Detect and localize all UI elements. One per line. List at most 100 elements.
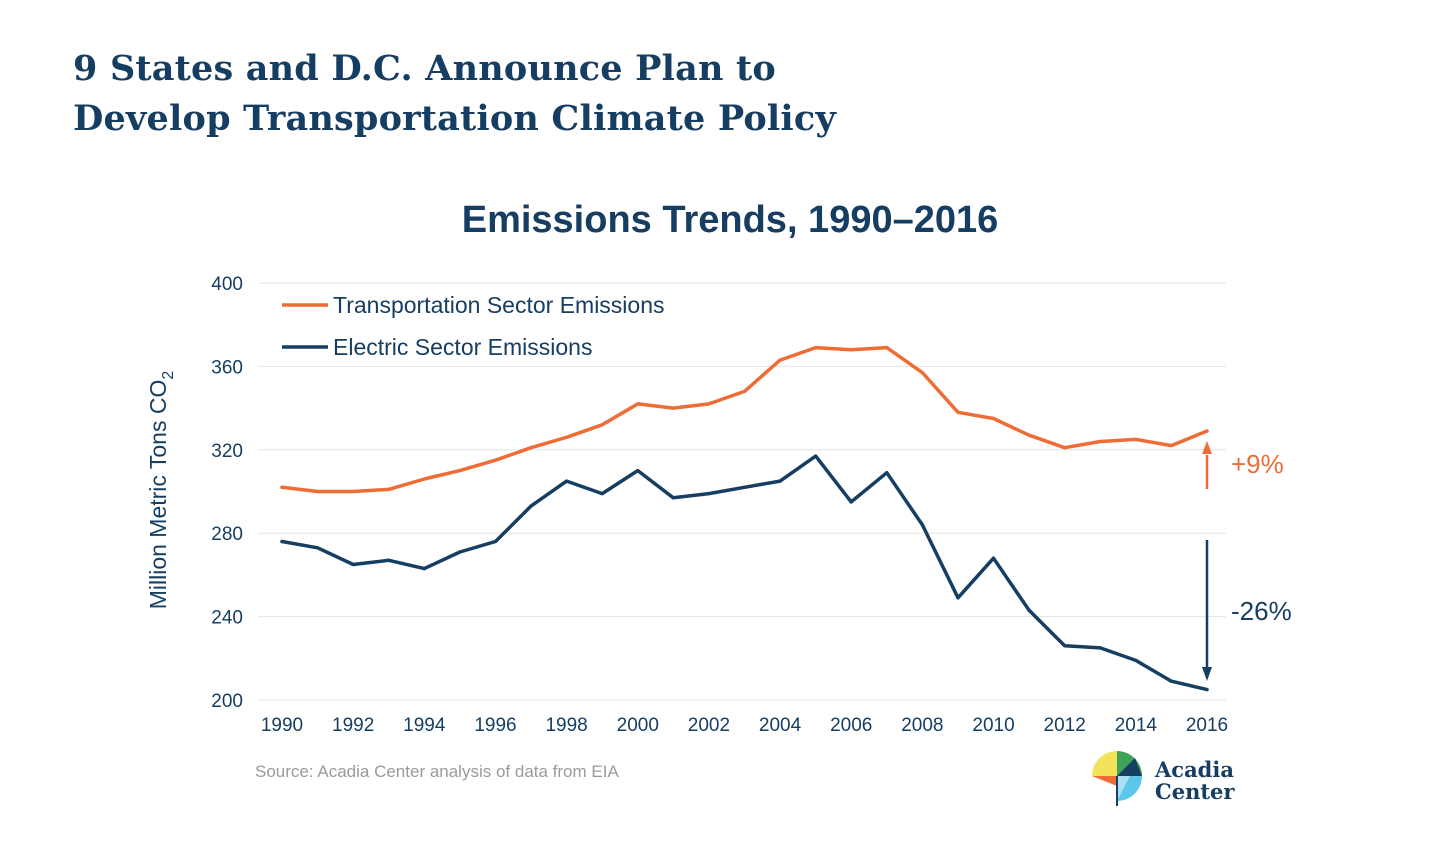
series-line-transportation [280, 345, 1209, 494]
data-point [315, 489, 320, 494]
data-point [1063, 446, 1067, 450]
gridlines [258, 282, 1226, 701]
data-point [956, 410, 960, 414]
data-point [1098, 439, 1102, 444]
x-tick-label: 1994 [403, 715, 446, 736]
data-point [1027, 608, 1031, 612]
x-tick-label: 2008 [901, 715, 943, 736]
series-lines [280, 345, 1209, 692]
data-point [1134, 437, 1138, 441]
series-line-electric [280, 454, 1209, 692]
data-point [778, 358, 782, 362]
x-tick-label: 2004 [759, 715, 802, 736]
data-point [1027, 433, 1031, 437]
legend-label-electric: Electric Sector Emissions [333, 334, 592, 360]
y-axis-ticks: 200 240 280 320 360 400 [211, 274, 243, 712]
x-tick-label: 2002 [688, 715, 730, 736]
y-axis-label-subscript: 2 [160, 371, 177, 380]
y-tick-label: 200 [211, 691, 243, 712]
data-point [315, 546, 320, 550]
x-tick-label: 1990 [261, 715, 303, 736]
data-point [814, 346, 818, 350]
data-point [1098, 646, 1102, 650]
data-point [458, 550, 462, 554]
data-point [707, 491, 711, 496]
data-point [636, 469, 640, 473]
data-point [351, 562, 355, 567]
data-point [600, 423, 604, 427]
chart-title: Emissions Trends, 1990–2016 [462, 199, 999, 241]
y-tick-label: 280 [211, 524, 243, 545]
data-point [671, 406, 675, 410]
y-tick-label: 400 [211, 274, 243, 295]
data-point [636, 402, 640, 406]
data-point [991, 556, 996, 560]
data-point [1169, 679, 1174, 683]
x-axis-ticks: 1990 1992 1994 1996 1998 2000 2002 2004 2006 2008… [261, 715, 1228, 736]
annotation-label-minus-26: -26% [1231, 596, 1292, 626]
y-axis-label: Million Metric Tons CO2 [145, 371, 177, 610]
data-point [387, 487, 391, 492]
data-point [529, 446, 533, 450]
logo-mark-navy [1117, 758, 1142, 776]
data-point [991, 416, 996, 421]
legend-label-transportation: Transportation Sector Emissions [333, 292, 665, 318]
x-tick-label: 1998 [545, 715, 587, 736]
change-annotation-electric: -26% [1202, 540, 1292, 681]
data-point [814, 454, 818, 458]
data-point [920, 523, 924, 527]
acadia-center-logo: Acadia Center [1092, 751, 1235, 806]
data-point [707, 402, 711, 406]
x-tick-label: 2006 [830, 715, 872, 736]
data-point [280, 539, 284, 544]
y-tick-label: 320 [211, 441, 243, 462]
data-point [280, 485, 284, 489]
x-tick-label: 1992 [332, 715, 374, 736]
data-point [671, 496, 675, 500]
y-tick-label: 240 [211, 608, 243, 629]
x-tick-label: 2016 [1186, 715, 1228, 736]
x-tick-label: 2000 [617, 715, 659, 736]
data-point [1205, 429, 1209, 433]
x-tick-label: 2014 [1115, 715, 1158, 736]
headline-line-1: 9 States and D.C. Announce Plan to [73, 48, 776, 89]
data-point [742, 389, 747, 394]
data-point [742, 485, 747, 489]
data-point [529, 504, 533, 508]
legend: Transportation Sector Emissions Electric… [282, 292, 665, 360]
x-tick-label: 1996 [474, 715, 516, 736]
data-point [1063, 644, 1067, 648]
logo-mark-lightblue [1117, 776, 1130, 801]
data-point [1134, 658, 1138, 662]
data-point [458, 469, 462, 473]
logo-text-center: Center [1155, 779, 1235, 804]
data-point [422, 567, 426, 571]
data-point [885, 346, 889, 350]
change-annotation-transportation: +9% [1202, 441, 1284, 489]
data-point [849, 500, 853, 504]
annotation-label-plus-9: +9% [1231, 449, 1284, 479]
y-tick-label: 360 [211, 357, 243, 378]
data-point [422, 477, 426, 481]
data-point [600, 491, 604, 496]
source-note: Source: Acadia Center analysis of data f… [255, 762, 619, 781]
data-point [351, 489, 355, 494]
headline: 9 States and D.C. Announce Plan to Devel… [73, 44, 836, 144]
data-point [1169, 444, 1174, 448]
data-point [565, 435, 569, 439]
headline-line-2: Develop Transportation Climate Policy [73, 98, 836, 139]
data-point [956, 596, 960, 600]
data-point [387, 558, 391, 562]
data-point [885, 471, 889, 475]
data-point [565, 479, 569, 483]
x-tick-label: 2012 [1044, 715, 1086, 736]
logo-mark-yellow [1092, 751, 1117, 776]
data-point [920, 371, 924, 375]
data-point [493, 458, 498, 462]
data-point [493, 539, 498, 544]
data-point [849, 348, 853, 352]
logo-mark-orange [1092, 776, 1117, 786]
x-tick-label: 2010 [972, 715, 1014, 736]
data-point [778, 479, 782, 483]
